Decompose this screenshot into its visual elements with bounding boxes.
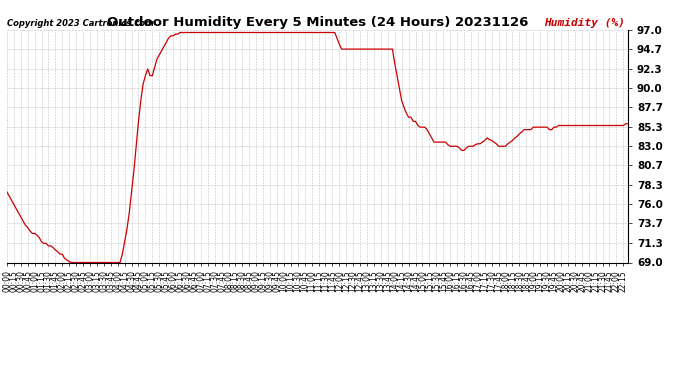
Title: Outdoor Humidity Every 5 Minutes (24 Hours) 20231126: Outdoor Humidity Every 5 Minutes (24 Hou… [107,16,528,29]
Text: Humidity (%): Humidity (%) [544,18,625,28]
Text: Copyright 2023 Cartronics.com: Copyright 2023 Cartronics.com [7,19,154,28]
